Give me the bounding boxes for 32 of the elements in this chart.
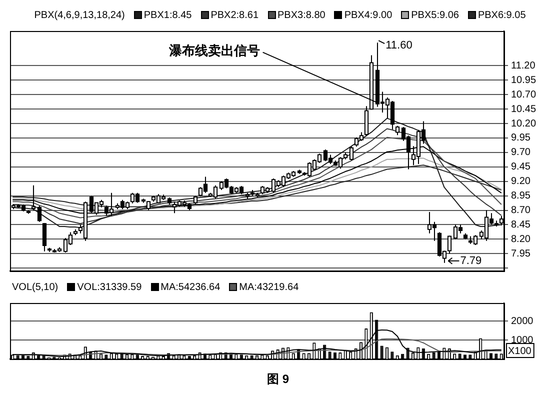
- y-tick-label: 8.95: [511, 190, 531, 202]
- y-tick-label: 8.20: [511, 234, 531, 245]
- y-tick-label: 9.45: [511, 162, 531, 173]
- caption: 图 9: [266, 371, 290, 388]
- y-tick-label: 2000: [511, 316, 534, 327]
- legend-label: PBX2:8.61: [210, 10, 258, 20]
- y-tick-label: 9.20: [511, 176, 531, 188]
- y-tick-label: 9.95: [511, 132, 531, 144]
- legend-title: PBX(4,6,9,13,18,24): [34, 10, 125, 20]
- legend-label: PBX5:9.06: [411, 10, 459, 20]
- y-tick-label: 10.20: [511, 118, 536, 130]
- y-tick-label: 11.20: [511, 60, 536, 72]
- legend-label: PBX3:8.80: [278, 10, 326, 20]
- legend-label: PBX4:9.00: [344, 10, 392, 20]
- y-tick-label: 10.95: [511, 74, 536, 86]
- y-tick-label: 7.95: [511, 248, 531, 260]
- legend-label: MA:54236.64: [160, 282, 220, 292]
- y-tick-label: 8.70: [511, 205, 531, 216]
- annotation: 7.79: [460, 254, 482, 267]
- legend-title: VOL(5,10): [12, 282, 58, 292]
- y-tick-label: 9.70: [511, 147, 531, 158]
- y-tick-label: 10.70: [511, 89, 536, 100]
- y-tick-label: 10.45: [511, 104, 536, 115]
- legend-label: PBX6:9.05: [478, 10, 526, 20]
- legend-label: MA:43219.64: [239, 282, 299, 292]
- y-axis-title: X100: [508, 346, 532, 357]
- y-tick-label: 1000: [511, 334, 534, 346]
- annotation: 瀑布线卖出信号: [168, 42, 260, 58]
- y-tick-label: 8.45: [511, 219, 531, 230]
- legend-label: PBX1:8.45: [144, 10, 192, 20]
- legend-label: VOL:31339.59: [77, 282, 142, 292]
- annotation: 11.60: [386, 40, 412, 52]
